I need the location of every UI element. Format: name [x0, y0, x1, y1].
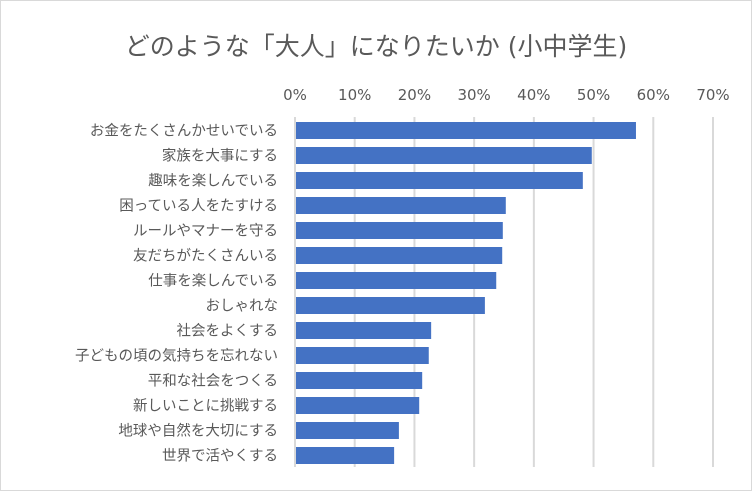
- bar: [296, 297, 485, 314]
- category-label: 世界で活やくする: [162, 448, 278, 465]
- category-label: 家族を大事にする: [162, 148, 278, 165]
- category-label: お金をたくさんかせいでいる: [90, 123, 278, 140]
- bar: [296, 397, 420, 414]
- chart-title: どのような「大人」になりたいか (小中学生): [124, 32, 628, 61]
- bar: [296, 372, 423, 389]
- bar: [296, 322, 432, 339]
- x-tick-label: 30%: [457, 86, 490, 104]
- x-tick-label: 70%: [696, 86, 729, 104]
- bar: [296, 347, 429, 364]
- category-label: 地球や自然を大切にする: [118, 423, 278, 440]
- x-tick-label: 20%: [398, 86, 431, 104]
- bar: [296, 147, 592, 164]
- x-tick-label: 0%: [283, 86, 307, 104]
- x-tick-label: 40%: [517, 86, 550, 104]
- bar: [296, 122, 636, 139]
- bar: [296, 172, 583, 189]
- category-label: 困っている人をたすける: [119, 198, 278, 215]
- category-label: ルールやマナーを守る: [133, 223, 278, 240]
- bar: [296, 272, 497, 289]
- category-label: 趣味を楽しんでいる: [148, 173, 278, 190]
- x-tick-label: 10%: [338, 86, 371, 104]
- category-label: 社会をよくする: [177, 323, 279, 340]
- category-label: 平和な社会をつくる: [148, 373, 278, 390]
- category-label: 仕事を楽しんでいる: [148, 273, 278, 290]
- category-label: おしゃれな: [206, 298, 279, 315]
- bar: [296, 247, 503, 264]
- category-label: 子どもの頃の気持ちを忘れない: [75, 348, 278, 365]
- x-tick-label: 60%: [637, 86, 670, 104]
- bar: [296, 222, 503, 239]
- bar: [296, 422, 399, 439]
- category-label: 新しいことに挑戦する: [133, 398, 278, 415]
- bar: [296, 197, 506, 214]
- category-label: 友だちがたくさんいる: [133, 248, 278, 265]
- x-tick-label: 50%: [577, 86, 610, 104]
- bar: [296, 447, 395, 464]
